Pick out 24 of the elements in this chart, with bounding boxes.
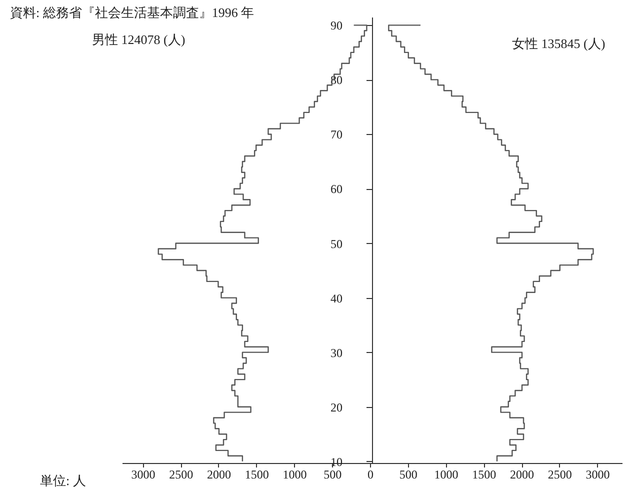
x-tick-label: 500: [399, 468, 418, 482]
y-tick-label: 60: [330, 182, 342, 196]
x-tick-label: 3000: [131, 468, 156, 482]
y-tick-label: 30: [330, 346, 342, 360]
y-tick-label: 40: [330, 291, 342, 306]
x-tick-label: 1500: [244, 468, 269, 482]
x-tick-label: 1000: [434, 468, 458, 482]
x-tick-label: 1000: [282, 468, 307, 482]
text: 単位: 人: [40, 472, 86, 490]
y-tick-label: 20: [330, 400, 342, 414]
annotation: 資料: 総務省『社会生活基本調査』1996 年: [10, 4, 254, 22]
x-tick-label: 2000: [206, 468, 231, 482]
x-tick-label: 1500: [472, 468, 496, 482]
y-tick-label: 50: [330, 236, 342, 251]
x-tick-label: 500: [324, 468, 342, 482]
y-tick-label: 90: [330, 18, 342, 33]
annotation: 女性 135845 (人): [512, 35, 606, 53]
x-tick-label: 3000: [586, 468, 610, 482]
x-tick-label: 2500: [548, 468, 572, 482]
x-tick-label: 0: [368, 468, 374, 482]
x-tick-label: 2500: [169, 468, 194, 482]
y-tick-label: 70: [330, 128, 342, 142]
x-tick-label: 2000: [510, 468, 534, 482]
annotation: 男性 124078 (人): [92, 31, 186, 49]
